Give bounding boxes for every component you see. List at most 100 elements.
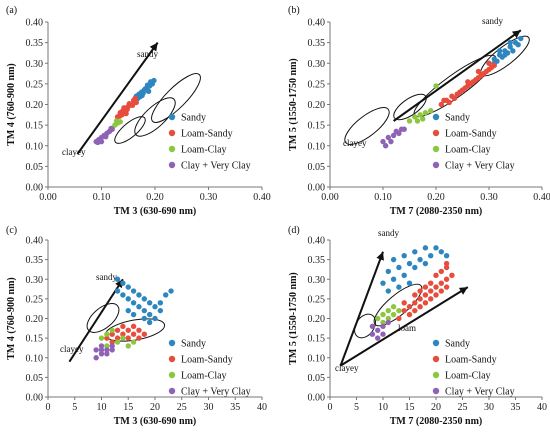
point-loam-sandy — [443, 276, 450, 282]
point-clay-very-clay — [385, 134, 391, 141]
arrow-head — [149, 42, 158, 52]
point-loam-clay — [104, 331, 110, 337]
legend-marker — [168, 355, 176, 363]
legend-label: Loam-Clay — [181, 371, 227, 382]
point-clay-very-clay — [109, 343, 115, 349]
legend-marker — [432, 129, 440, 137]
x-tick-label: 25 — [177, 402, 187, 413]
trend-arrow — [340, 286, 469, 367]
point-loam-sandy — [443, 264, 450, 271]
point-sandy — [125, 296, 131, 302]
point-loam-clay — [390, 304, 397, 310]
point-sandy — [144, 82, 151, 88]
annotation-clayey: clayey — [62, 147, 86, 157]
point-sandy — [125, 284, 131, 290]
point-loam-sandy — [486, 60, 492, 66]
point-loam-clay — [120, 335, 126, 341]
point-sandy — [390, 256, 397, 263]
point-loam-sandy — [412, 307, 418, 314]
point-loam-sandy — [475, 68, 482, 75]
point-loam-clay — [117, 119, 123, 125]
x-tick-label: 0.30 — [200, 192, 218, 203]
point-sandy — [120, 280, 126, 286]
legend-marker — [432, 387, 440, 395]
point-loam-sandy — [133, 99, 139, 106]
x-tick-label: 25 — [458, 402, 468, 413]
point-loam-sandy — [401, 307, 407, 314]
panel-label: (b) — [288, 5, 300, 16]
x-tick-label: 0.00 — [321, 192, 339, 203]
legend-marker — [432, 145, 440, 153]
point-sandy — [515, 41, 521, 48]
point-sandy — [146, 300, 153, 306]
point-sandy — [507, 44, 513, 50]
point-loam-sandy — [422, 292, 429, 298]
x-tick-label: 0 — [46, 402, 51, 413]
point-sandy — [380, 280, 386, 286]
point-sandy — [136, 304, 142, 310]
legend-label: Sandy — [445, 113, 470, 124]
y-tick-label: 0.20 — [26, 100, 44, 111]
point-loam-sandy — [441, 97, 447, 104]
point-loam-sandy — [132, 95, 138, 102]
point-sandy — [417, 256, 423, 263]
legend-label: Clay + Very Clay — [445, 387, 515, 398]
point-clay-very-clay — [385, 319, 391, 326]
point-sandy — [139, 92, 145, 99]
point-loam-sandy — [422, 300, 429, 306]
x-tick-label: 35 — [511, 402, 521, 413]
point-loam-sandy — [446, 99, 452, 106]
y-tick-label: 0.00 — [26, 183, 44, 194]
legend-label: Loam-Clay — [181, 145, 227, 156]
x-tick-label: 0.10 — [93, 192, 111, 203]
point-loam-clay — [114, 339, 121, 345]
point-loam-sandy — [443, 260, 450, 267]
point-sandy — [151, 77, 157, 84]
point-loam-clay — [380, 311, 386, 318]
x-tick-label: 30 — [204, 402, 214, 413]
legend-marker — [168, 129, 176, 137]
y-tick-label: 0.20 — [308, 100, 326, 111]
point-loam-sandy — [123, 110, 129, 117]
legend-label: Loam-Sandy — [445, 129, 497, 140]
trend-arrow — [339, 251, 384, 366]
point-clay-very-clay — [375, 335, 381, 341]
point-loam-sandy — [136, 327, 142, 333]
point-loam-sandy — [433, 284, 439, 290]
point-sandy — [510, 48, 516, 54]
trend-arrow — [76, 42, 159, 155]
point-clay-very-clay — [382, 143, 389, 149]
point-sandy — [401, 272, 407, 279]
y-axis-label: TM 5 (1550-1750 nm) — [288, 272, 299, 365]
point-loam-sandy — [412, 292, 418, 298]
y-tick-label: 0.30 — [26, 59, 44, 70]
point-loam-clay — [414, 118, 421, 124]
cluster-outline — [344, 107, 390, 145]
point-loam-clay — [385, 315, 391, 322]
x-axis-label: TM 3 (630-690 nm) — [114, 416, 197, 427]
point-loam-sandy — [130, 323, 137, 330]
legend-label: Loam-Sandy — [181, 129, 233, 140]
y-tick-label: 0.35 — [26, 38, 44, 49]
x-tick-label: 10 — [378, 402, 388, 413]
point-loam-sandy — [451, 95, 458, 102]
y-tick-label: 0.15 — [308, 121, 326, 132]
point-clay-very-clay — [98, 347, 105, 353]
x-axis-label: TM 7 (2080-2350 nm) — [390, 416, 483, 427]
y-tick-label: 0.35 — [308, 255, 326, 266]
x-tick-label: 0.00 — [39, 192, 57, 203]
point-loam-sandy — [125, 327, 131, 333]
legend-label: Clay + Very Clay — [445, 161, 515, 172]
legend-label: Sandy — [181, 339, 206, 350]
point-loam-sandy — [121, 105, 127, 111]
legend-label: Loam-Clay — [445, 145, 491, 156]
point-loam-sandy — [116, 113, 123, 119]
point-loam-sandy — [428, 280, 434, 286]
x-tick-label: 0.40 — [253, 192, 271, 203]
y-tick-label: 0.25 — [308, 294, 326, 305]
point-sandy — [168, 288, 174, 294]
point-clay-very-clay — [98, 343, 105, 349]
point-loam-clay — [380, 319, 386, 326]
panel-d: 0.00 0.05 0.10 0.15 0.20 0.25 0.30 0.35 0.40 0 5 10… — [288, 225, 547, 427]
point-loam-sandy — [114, 335, 121, 341]
